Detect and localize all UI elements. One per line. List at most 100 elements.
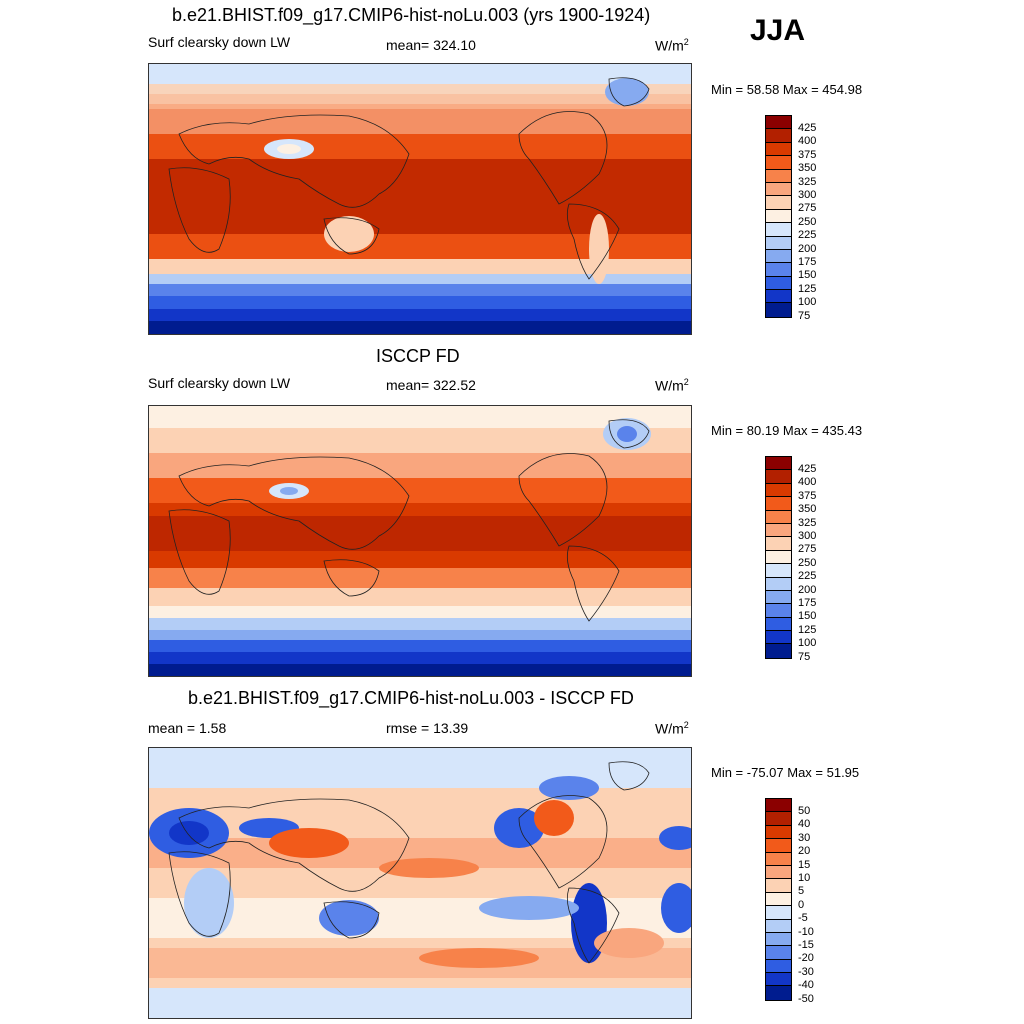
colorbar-tick-label: 275 xyxy=(798,202,817,215)
colorbar-tick-label: 75 xyxy=(798,309,811,322)
colorbar-swatch xyxy=(766,510,791,524)
colorbar-swatch xyxy=(766,182,791,197)
colorbar-swatch xyxy=(766,852,791,866)
panel2-colorbar xyxy=(765,456,792,659)
colorbar-tick-label: 200 xyxy=(798,583,817,596)
colorbar-tick-label: 150 xyxy=(798,610,817,623)
colorbar-swatch xyxy=(766,303,791,317)
colorbar-tick-label: 425 xyxy=(798,122,817,134)
colorbar-tick-label: 0 xyxy=(798,898,805,911)
colorbar-tick-label: 225 xyxy=(798,570,817,583)
colorbar-swatch xyxy=(766,156,791,170)
panel1-map xyxy=(148,63,692,335)
colorbar-tick-label: 175 xyxy=(798,597,817,609)
colorbar-swatch xyxy=(766,196,791,210)
colorbar-swatch xyxy=(766,812,791,826)
colorbar-swatch xyxy=(766,483,791,498)
colorbar-swatch xyxy=(766,892,791,907)
colorbar-swatch xyxy=(766,973,791,987)
colorbar-swatch xyxy=(766,825,791,840)
panel2-minmax: Min = 80.19 Max = 435.43 xyxy=(711,423,863,438)
colorbar-tick-label: 400 xyxy=(798,135,817,148)
colorbar-swatch xyxy=(766,537,791,551)
colorbar-swatch xyxy=(766,550,791,565)
colorbar-tick-label: 125 xyxy=(798,623,817,636)
panel1-variable-label: Surf clearsky down LW xyxy=(148,34,291,50)
colorbar-tick-label: 300 xyxy=(798,530,817,542)
colorbar-swatch xyxy=(766,564,791,578)
colorbar-tick-label: 275 xyxy=(798,543,817,556)
colorbar-tick-label: 225 xyxy=(798,229,817,242)
panel2-map xyxy=(148,405,692,677)
panel1-title: b.e21.BHIST.f09_g17.CMIP6-hist-noLu.003 … xyxy=(172,5,651,25)
colorbar-swatch xyxy=(766,223,791,237)
colorbar-tick-label: 100 xyxy=(798,637,817,650)
panel1-colorbar xyxy=(765,115,792,318)
colorbar-tick-label: 250 xyxy=(798,556,817,569)
colorbar-tick-label: -20 xyxy=(798,952,814,965)
colorbar-swatch xyxy=(766,590,791,605)
colorbar-tick-label: 10 xyxy=(798,872,811,884)
colorbar-swatch xyxy=(766,906,791,920)
colorbar-tick-label: 15 xyxy=(798,858,811,871)
colorbar-swatch xyxy=(766,236,791,250)
colorbar-tick-label: 40 xyxy=(798,818,811,831)
colorbar-tick-label: 75 xyxy=(798,650,811,663)
colorbar-swatch xyxy=(766,470,791,484)
colorbar-swatch xyxy=(766,249,791,264)
panel3-mean-label: mean = 1.58 xyxy=(148,720,227,736)
colorbar-swatch xyxy=(766,986,791,1000)
panel1-minmax: Min = 58.58 Max = 454.98 xyxy=(711,82,863,97)
colorbar-swatch xyxy=(766,879,791,893)
colorbar-tick-label: 400 xyxy=(798,476,817,489)
colorbar-swatch xyxy=(766,946,791,960)
panel3-colorbar xyxy=(765,798,792,1001)
colorbar-swatch xyxy=(766,263,791,277)
colorbar-swatch xyxy=(766,129,791,143)
colorbar-tick-label: 300 xyxy=(798,189,817,201)
colorbar-tick-label: 200 xyxy=(798,242,817,255)
panel2-units: W/m2 xyxy=(655,377,689,394)
colorbar-swatch xyxy=(766,932,791,947)
colorbar-tick-label: 425 xyxy=(798,463,817,475)
colorbar-swatch xyxy=(766,839,791,853)
panel3-map xyxy=(148,747,692,1019)
colorbar-tick-label: 350 xyxy=(798,162,817,175)
colorbar-swatch xyxy=(766,116,791,130)
panel2-mean-label: mean= 322.52 xyxy=(386,377,476,393)
colorbar-tick-label: 250 xyxy=(798,215,817,228)
colorbar-swatch xyxy=(766,865,791,880)
panel3-minmax: Min = -75.07 Max = 51.95 xyxy=(711,765,860,780)
panel1-units: W/m2 xyxy=(655,37,689,54)
colorbar-tick-label: 50 xyxy=(798,805,811,817)
colorbar-swatch xyxy=(766,169,791,183)
colorbar-swatch xyxy=(766,276,791,291)
colorbar-tick-label: 175 xyxy=(798,256,817,268)
colorbar-tick-label: 150 xyxy=(798,269,817,282)
panel3-rmse-label: rmse = 13.39 xyxy=(386,720,469,736)
colorbar-swatch xyxy=(766,457,791,471)
panel3-title: b.e21.BHIST.f09_g17.CMIP6-hist-noLu.003 … xyxy=(188,688,634,708)
colorbar-swatch xyxy=(766,290,791,304)
colorbar-swatch xyxy=(766,497,791,511)
colorbar-tick-label: -30 xyxy=(798,965,814,978)
colorbar-tick-label: 20 xyxy=(798,845,811,858)
colorbar-swatch xyxy=(766,209,791,224)
colorbar-tick-label: 125 xyxy=(798,282,817,295)
colorbar-tick-label: 375 xyxy=(798,148,817,161)
colorbar-tick-label: 375 xyxy=(798,489,817,502)
colorbar-tick-label: -40 xyxy=(798,979,814,992)
colorbar-tick-label: 325 xyxy=(798,175,817,188)
colorbar-tick-label: -10 xyxy=(798,925,814,938)
colorbar-tick-label: -15 xyxy=(798,939,814,951)
colorbar-swatch xyxy=(766,919,791,933)
panel2-variable-label: Surf clearsky down LW xyxy=(148,375,291,391)
colorbar-swatch xyxy=(766,644,791,658)
season-label: JJA xyxy=(750,14,806,47)
colorbar-swatch xyxy=(766,799,791,813)
colorbar-tick-label: 5 xyxy=(798,885,805,898)
panel1-mean-label: mean= 324.10 xyxy=(386,37,476,53)
colorbar-swatch xyxy=(766,959,791,974)
colorbar-swatch xyxy=(766,617,791,632)
colorbar-tick-label: 350 xyxy=(798,503,817,516)
